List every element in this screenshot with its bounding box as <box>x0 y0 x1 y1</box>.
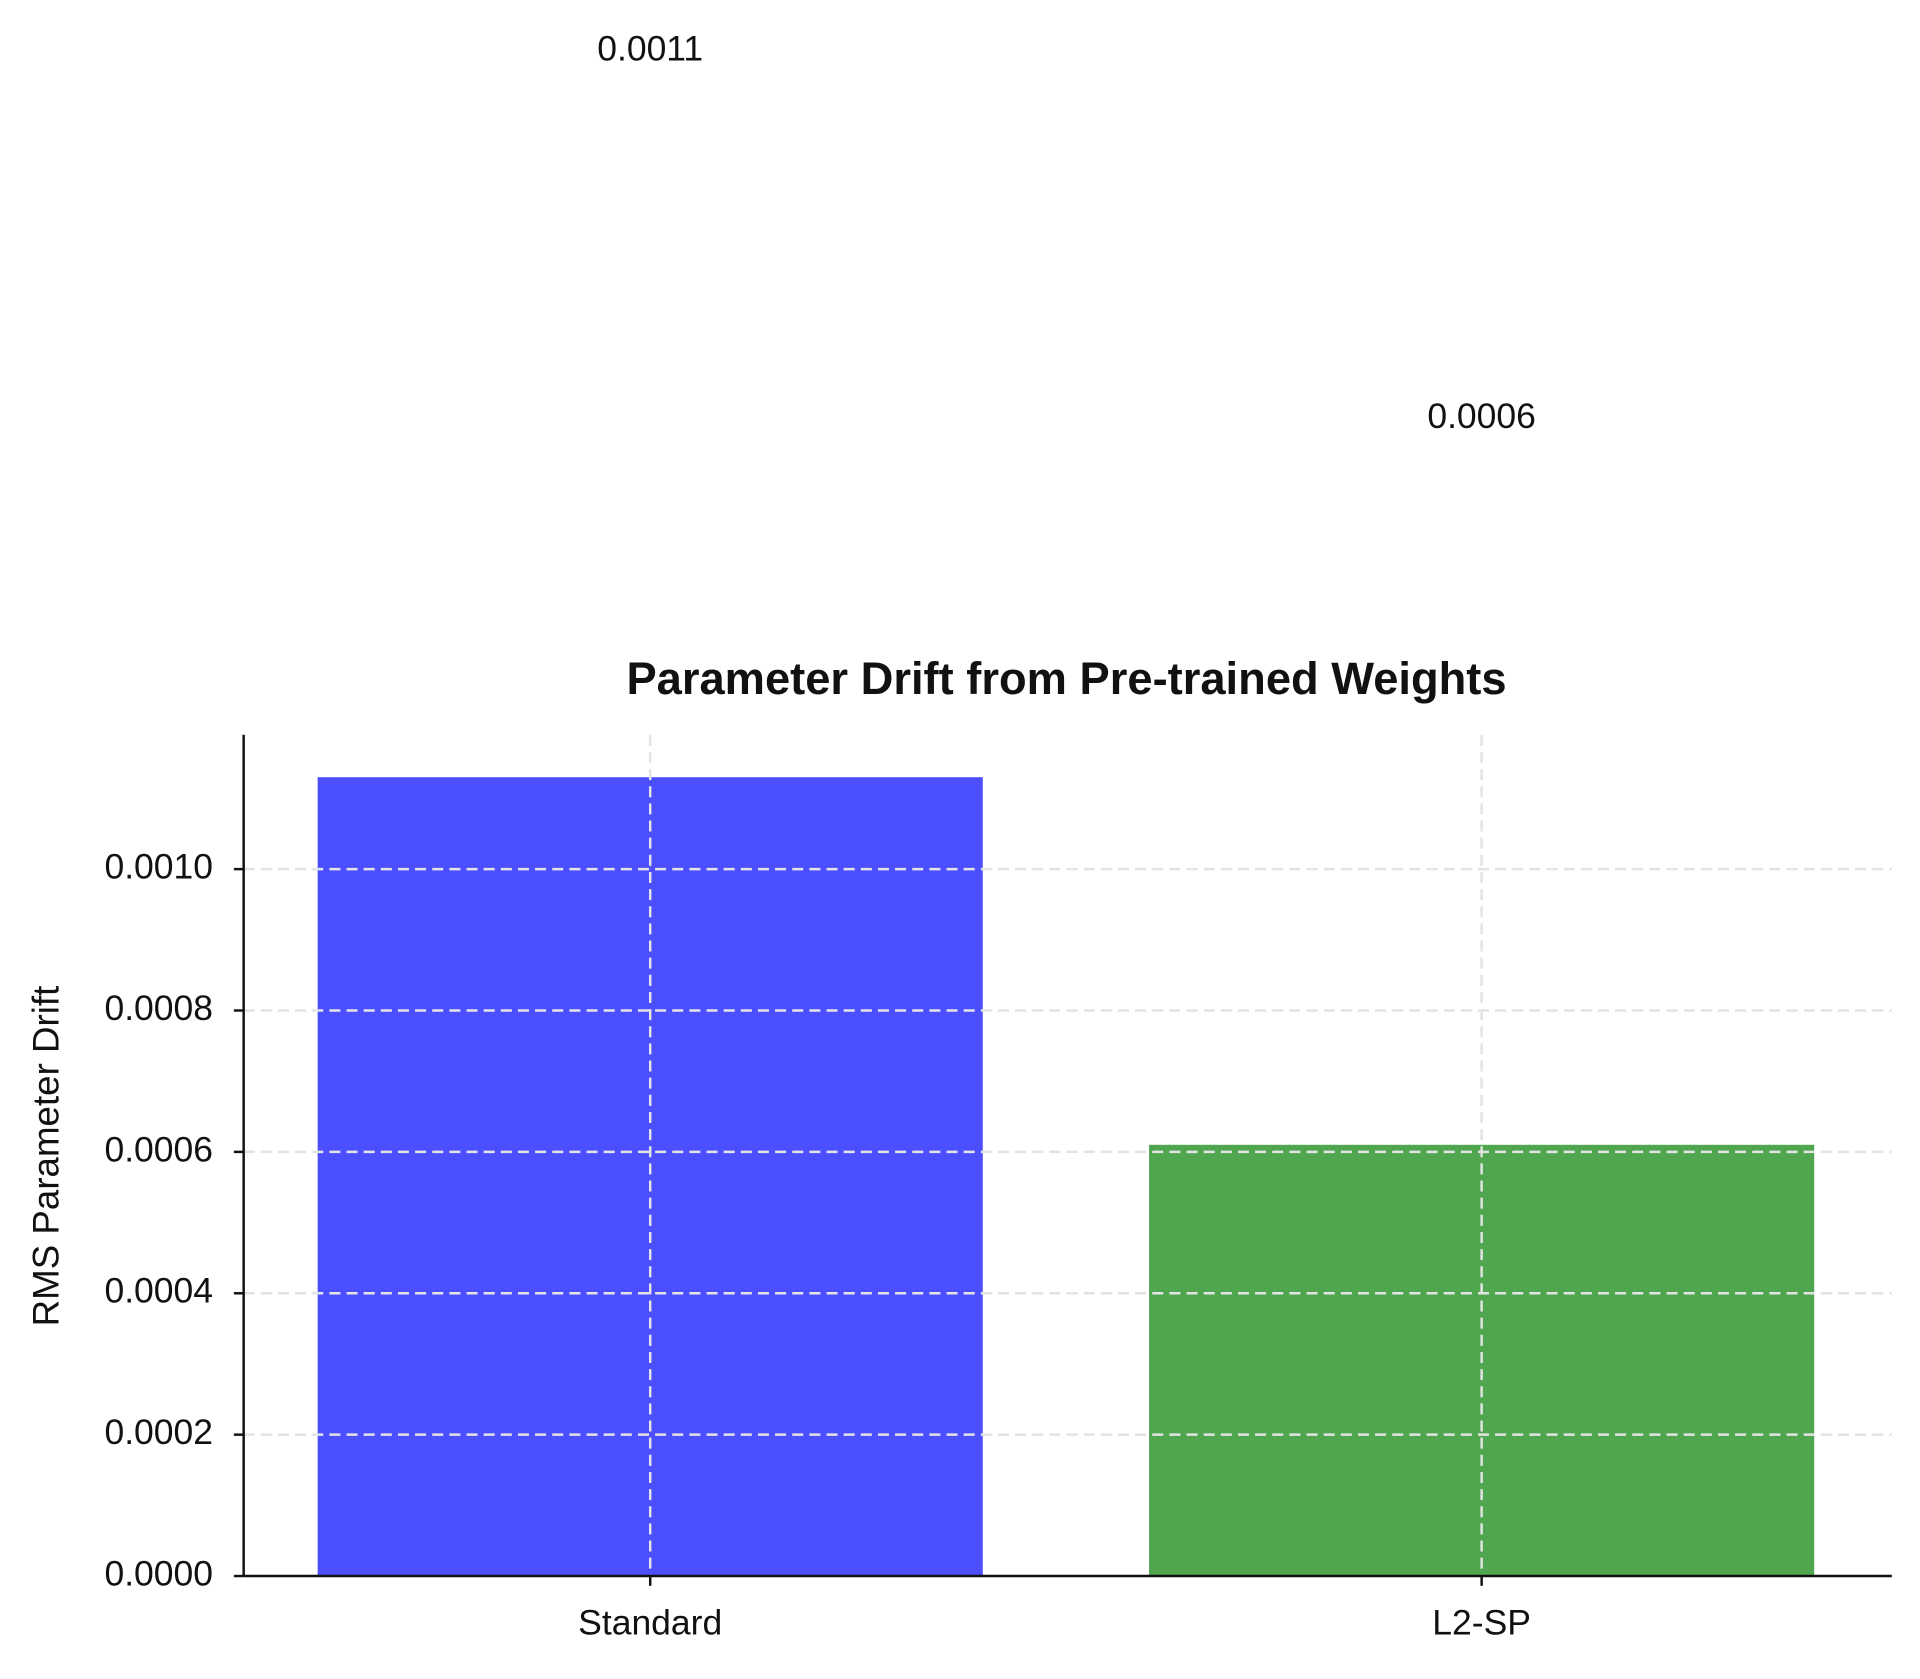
chart-title: Parameter Drift from Pre-trained Weights <box>626 653 1506 704</box>
y-tick-label: 0.0002 <box>104 1412 213 1452</box>
y-tick-label: 0.0008 <box>104 988 213 1028</box>
x-tick-label: Standard <box>578 1602 722 1642</box>
y-tick-label: 0.0004 <box>104 1271 213 1311</box>
y-axis-label: RMS Parameter Drift <box>26 986 67 1327</box>
x-tick-label: L2-SP <box>1432 1602 1531 1642</box>
y-tick-label: 0.0000 <box>104 1553 213 1593</box>
value-label: 0.0011 <box>597 28 703 68</box>
y-tick-label: 0.0010 <box>104 846 213 886</box>
value-label: 0.0006 <box>1427 396 1536 436</box>
y-tick-label: 0.0006 <box>104 1129 213 1169</box>
